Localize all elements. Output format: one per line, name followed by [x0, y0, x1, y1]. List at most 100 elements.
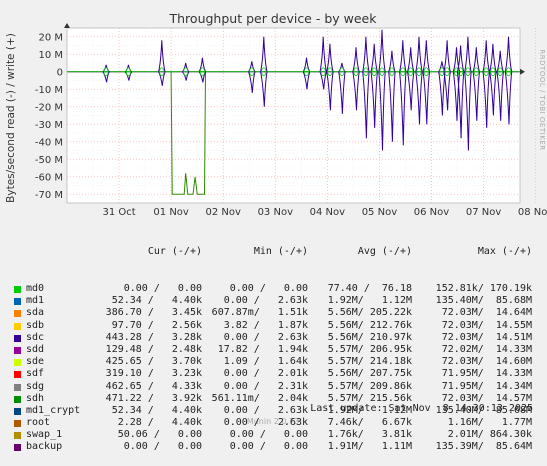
legend-cur: 462.65 / 4.33k	[105, 380, 202, 392]
legend-min: 0.00 / 0.00	[229, 429, 308, 441]
legend-cur: 50.06 / 0.00	[117, 429, 202, 441]
series-line-sdh	[170, 71, 206, 195]
burst-core-9	[327, 67, 333, 77]
burst-read-28	[496, 71, 504, 121]
burst-read-17	[407, 71, 415, 111]
legend-avg: 5.57M/ 209.86k	[327, 380, 412, 392]
legend-min: 0.00 / 2.63k	[223, 404, 308, 416]
burst-core-8	[320, 67, 326, 77]
burst-read-23	[456, 71, 465, 139]
legend-row-sdb: sdb 97.70 / 2.56k 3.82 / 1.87k 5.56M/ 212.7…	[12, 320, 542, 332]
burst-core-6	[261, 67, 267, 77]
legend-min: 0.00 / 0.00	[229, 441, 308, 453]
burst-core-28	[497, 67, 503, 77]
legend-max: 135.40M/ 85.68M	[435, 404, 532, 416]
legend-max: 152.81k/ 170.19k	[435, 283, 532, 294]
burst-read-21	[443, 71, 451, 111]
burst-read-12	[362, 71, 370, 139]
burst-write-11	[352, 47, 360, 72]
burst-write-17	[407, 47, 415, 72]
legend-row-md1: md1 52.34 / 4.40k 0.00 / 2.63k 1.92M/ 1.12M…	[12, 295, 542, 307]
legend-name: sdg	[26, 380, 45, 392]
header-cur: Cur (-/+)	[147, 246, 202, 258]
legend-avg: 5.56M/ 210.97k	[327, 331, 412, 343]
burst-core-10	[339, 67, 345, 77]
burst-read-7	[302, 71, 311, 90]
legend-min: 0.00 / 2.01k	[223, 368, 308, 380]
y-axis-label: Bytes/second read (-) / write (+)	[5, 33, 17, 203]
legend-table: Cur (-/+) Min (-/+) Avg (-/+) Max (-/+) …	[12, 222, 542, 466]
y-tick-label: -30 M	[35, 120, 63, 131]
legend-avg: 5.56M/ 207.75k	[327, 368, 412, 380]
burst-read-5	[248, 71, 256, 93]
legend-cur: 471.22 / 3.92k	[105, 392, 202, 404]
plot-border	[66, 27, 521, 204]
legend-avg: 5.57M/ 206.95k	[327, 343, 412, 355]
legend-row-swap_1: swap_1 50.06 / 0.00 0.00 / 0.00 1.76k/ 3.81…	[12, 429, 542, 441]
burst-read-27	[489, 71, 497, 116]
burst-core-24	[465, 67, 471, 77]
plot-area	[67, 28, 520, 203]
legend-name: sdh	[26, 392, 45, 404]
legend-row-sdd: sdd 129.48 / 2.48k 17.82 / 1.94k 5.57M/ 206…	[12, 344, 542, 356]
legend-swatch	[14, 444, 21, 452]
legend-cur: 129.48 / 2.48k	[105, 343, 202, 355]
legend-header: Cur (-/+) Min (-/+) Avg (-/+) Max (-/+)	[12, 246, 542, 258]
y-tick-label: 0	[57, 67, 63, 78]
burst-read-14	[378, 71, 386, 151]
burst-core-2	[159, 67, 165, 77]
legend-cur: 52.34 / 4.40k	[111, 404, 202, 416]
legend-row-md1_crypt: md1_crypt 52.34 / 4.40k 0.00 / 2.63k 1.92M/…	[12, 405, 542, 417]
legend-row-backup: backup 0.00 / 0.00 0.00 / 0.00 1.91M/ 1.11M…	[12, 441, 542, 453]
burst-read-15	[388, 71, 396, 142]
burst-read-13	[370, 71, 378, 128]
burst-core-0	[103, 67, 109, 77]
burst-core-5	[249, 67, 255, 77]
legend-cur: 425.65 / 3.70k	[105, 356, 202, 368]
burst-read-10	[338, 71, 346, 114]
legend-cur: 0.00 / 0.00	[123, 283, 202, 294]
legend-name: md1	[26, 295, 45, 307]
burst-core-18	[416, 67, 422, 77]
burst-core-23	[458, 67, 464, 77]
legend-name: sdb	[26, 319, 45, 331]
burst-read-20	[438, 71, 446, 116]
legend-avg: 5.57M/ 215.56k	[327, 392, 412, 404]
legend-swatch	[14, 310, 21, 318]
throughput-chart: Throughput per device - by week RRDTOOL …	[5, 11, 547, 426]
legend-swatch	[14, 346, 21, 354]
legend-max: 71.95M/ 14.33M	[441, 368, 532, 380]
legend-row-md0: md0 0.00 / 0.00 0.00 / 0.00 77.40 / 76.18 15…	[12, 283, 542, 295]
y-tick-label: -60 M	[35, 172, 63, 183]
burst-core-26	[483, 67, 489, 77]
legend-name: root	[26, 417, 51, 429]
legend-max: 72.03M/ 14.51M	[441, 331, 532, 343]
legend-name: sdf	[26, 368, 45, 380]
burst-read-8	[319, 71, 327, 90]
x-tick-label: 04 Nov	[310, 207, 346, 218]
legend-name: swap_1	[26, 429, 63, 441]
legend-min: 0.00 / 2.63k	[223, 295, 308, 307]
burst-read-9	[326, 71, 334, 111]
legend-name: sdd	[26, 343, 45, 355]
legend-row-sda: sda 386.70 / 3.45k 607.87m/ 1.51k 5.56M/ 20…	[12, 307, 542, 319]
legend-row-sde: sde 425.65 / 3.70k 1.09 / 1.64k 5.57M/ 214.…	[12, 356, 542, 368]
burst-core-19	[423, 67, 429, 77]
legend-swatch	[14, 395, 21, 403]
y-tick-label: -10 M	[35, 85, 63, 96]
burst-write-24	[464, 36, 472, 72]
legend-swatch	[14, 334, 21, 342]
burst-write-6	[260, 36, 268, 72]
legend-cur: 2.28 / 4.40k	[117, 417, 202, 429]
legend-row-sdc: sdc 443.28 / 3.28k 0.00 / 2.63k 5.56M/ 210.…	[12, 332, 542, 344]
header-avg: Avg (-/+)	[357, 246, 412, 258]
legend-row-root: root 2.28 / 4.40k 0.00 / 2.63k 7.46k/ 6.67k…	[12, 417, 542, 429]
legend-min: 3.82 / 1.87k	[223, 319, 308, 331]
legend-swatch	[14, 371, 21, 379]
legend-cur: 0.00 / 0.00	[123, 441, 202, 453]
burst-write-16	[399, 40, 407, 72]
legend-max: 1.16M/ 1.77M	[447, 417, 532, 429]
legend-avg: 1.76k/ 3.81k	[327, 429, 412, 441]
legend-max: 71.95M/ 14.34M	[441, 380, 532, 392]
burst-core-1	[125, 67, 131, 77]
